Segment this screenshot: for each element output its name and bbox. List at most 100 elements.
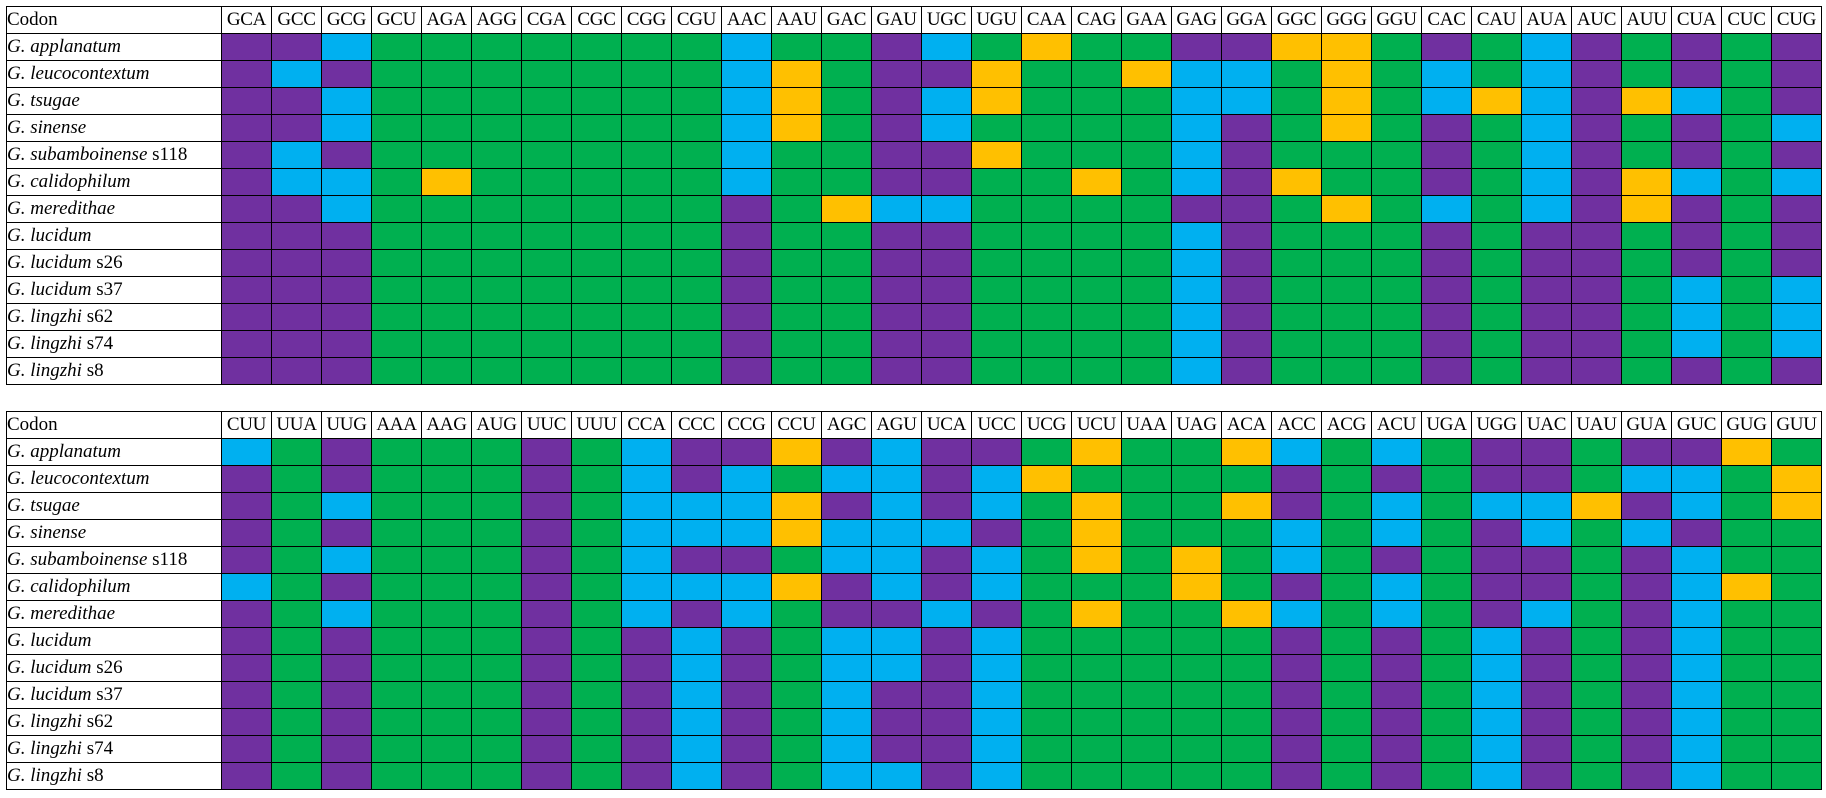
species-text: applanatum (30, 36, 122, 57)
heatmap-cell-gga (1221, 141, 1272, 169)
codon-header-cag: CAG (1071, 6, 1122, 34)
heatmap-cell-ugu (971, 249, 1022, 277)
species-text: lingzhi (30, 738, 82, 759)
genus-text: G. (7, 171, 26, 192)
heatmap-cell-uca (921, 762, 972, 790)
species-label: G. meredithae (6, 600, 222, 628)
heatmap-cell-gug (1721, 600, 1772, 628)
heatmap-cell-aga (421, 330, 472, 358)
heatmap-cell-cuc (1721, 33, 1772, 61)
heatmap-cell-uuu (571, 708, 622, 736)
heatmap-cell-gcu (371, 357, 422, 385)
heatmap-cell-ugc (921, 276, 972, 304)
heatmap-cell-ucu (1071, 681, 1122, 709)
heatmap-cell-cuu (221, 573, 272, 601)
heatmap-cell-ggu (1371, 357, 1422, 385)
genus-text: G. (7, 360, 26, 381)
codon-heatmap-top: Codon GCA GCC GCG GCU AGA AGG CGA CGC CGG CGU AAC A… (6, 6, 1822, 385)
species-text: meredithae (30, 198, 116, 219)
heatmap-cell-auc (1571, 60, 1622, 88)
heatmap-cell-gcu (371, 114, 422, 142)
codon-header-cau: CAU (1471, 6, 1522, 34)
heatmap-cell-gaa (1121, 330, 1172, 358)
heatmap-cell-aga (421, 222, 472, 250)
heatmap-cell-ucc (971, 654, 1022, 682)
heatmap-cell-cac (1421, 276, 1472, 304)
codon-header-ugg: UGG (1471, 411, 1522, 439)
heatmap-cell-ugu (971, 87, 1022, 115)
heatmap-cell-cua (1671, 222, 1722, 250)
heatmap-cell-auu (1621, 87, 1672, 115)
genus-text: G. (7, 630, 26, 651)
species-text: lucidum (30, 252, 92, 273)
heatmap-cell-uac (1521, 438, 1572, 466)
heatmap-cell-uua (271, 600, 322, 628)
heatmap-cell-cga (521, 87, 572, 115)
heatmap-cell-agc (821, 519, 872, 547)
heatmap-cell-uau (1571, 600, 1622, 628)
codon-header-gca: GCA (221, 6, 272, 34)
heatmap-cell-acg (1321, 627, 1372, 655)
genus-text: G. (7, 36, 26, 57)
heatmap-cell-aau (771, 249, 822, 277)
heatmap-cell-uua (271, 492, 322, 520)
heatmap-cell-gca (221, 276, 272, 304)
heatmap-cell-gua (1621, 681, 1672, 709)
heatmap-cell-cgu (671, 60, 722, 88)
heatmap-cell-ugu (971, 33, 1022, 61)
heatmap-cell-guu (1771, 492, 1822, 520)
heatmap-cell-aag (421, 519, 472, 547)
heatmap-cell-aaa (371, 519, 422, 547)
heatmap-cell-uag (1171, 681, 1222, 709)
heatmap-cell-uug (321, 438, 372, 466)
heatmap-cell-ccc (671, 492, 722, 520)
codon-header-uga: UGA (1421, 411, 1472, 439)
heatmap-cell-ggc (1271, 303, 1322, 331)
species-text: lingzhi (30, 711, 82, 732)
heatmap-cell-cgu (671, 249, 722, 277)
heatmap-cell-aau (771, 87, 822, 115)
heatmap-cell-cga (521, 33, 572, 61)
heatmap-cell-acg (1321, 519, 1372, 547)
heatmap-cell-caa (1021, 222, 1072, 250)
heatmap-cell-caa (1021, 330, 1072, 358)
heatmap-cell-uug (321, 573, 372, 601)
codon-header-ucg: UCG (1021, 411, 1072, 439)
heatmap-cell-uga (1421, 762, 1472, 790)
species-text: tsugae (30, 90, 80, 111)
heatmap-cell-cgc (571, 33, 622, 61)
heatmap-cell-uac (1521, 681, 1572, 709)
heatmap-cell-ucu (1071, 519, 1122, 547)
heatmap-cell-uaa (1121, 438, 1172, 466)
heatmap-cell-ucg (1021, 438, 1072, 466)
heatmap-cell-aau (771, 195, 822, 223)
heatmap-cell-gau (871, 60, 922, 88)
heatmap-cell-uuu (571, 438, 622, 466)
heatmap-cell-gau (871, 357, 922, 385)
heatmap-cell-ucc (971, 627, 1022, 655)
species-text: lingzhi (30, 306, 82, 327)
heatmap-cell-uag (1171, 438, 1222, 466)
heatmap-cell-cag (1071, 33, 1122, 61)
heatmap-cell-uac (1521, 573, 1572, 601)
heatmap-cell-aug (471, 735, 522, 763)
heatmap-cell-gaa (1121, 87, 1172, 115)
heatmap-cell-aca (1221, 762, 1272, 790)
heatmap-cell-cuu (221, 546, 272, 574)
heatmap-cell-cgu (671, 222, 722, 250)
heatmap-cell-gga (1221, 195, 1272, 223)
heatmap-cell-cca (621, 492, 672, 520)
heatmap-cell-ccg (721, 492, 772, 520)
heatmap-cell-acu (1371, 438, 1422, 466)
heatmap-cell-ugc (921, 195, 972, 223)
heatmap-cell-acu (1371, 708, 1422, 736)
heatmap-cell-gau (871, 276, 922, 304)
heatmap-cell-agg (471, 249, 522, 277)
heatmap-cell-uaa (1121, 573, 1172, 601)
heatmap-cell-ugu (971, 330, 1022, 358)
heatmap-cell-cua (1671, 168, 1722, 196)
heatmap-cell-uac (1521, 654, 1572, 682)
codon-header-cug: CUG (1771, 6, 1822, 34)
genus-text: G. (7, 279, 26, 300)
heatmap-cell-auc (1571, 114, 1622, 142)
